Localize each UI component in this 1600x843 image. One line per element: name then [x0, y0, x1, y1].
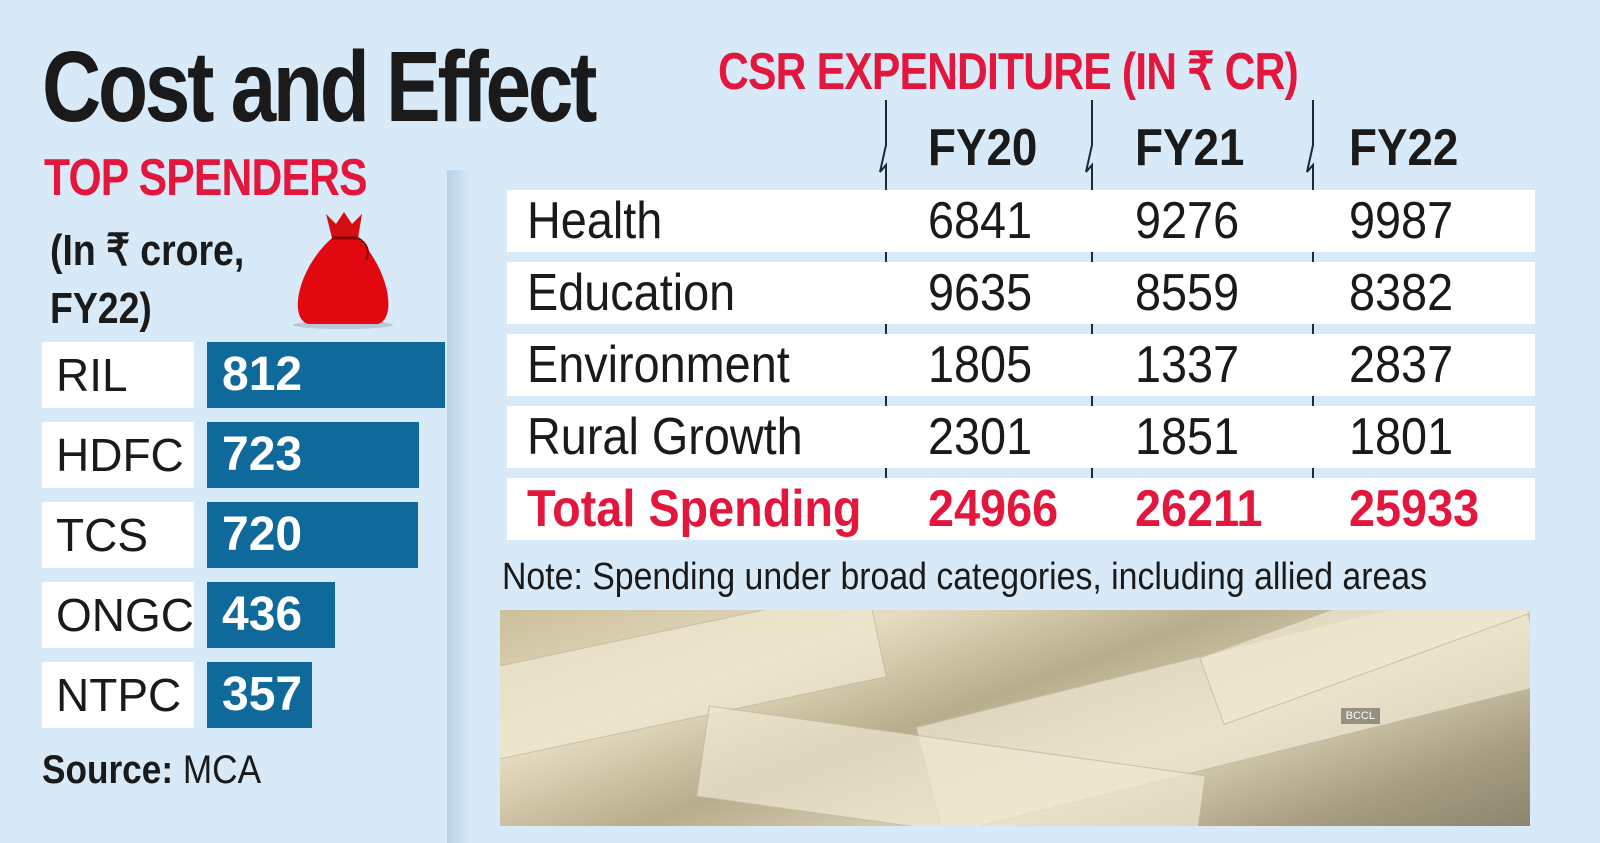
table-row-total: Total Spending 24966 26211 25933 [507, 478, 1535, 540]
panel-divider [447, 170, 471, 843]
table-cell: 8382 [1349, 264, 1454, 322]
table-cell: 26211 [1135, 480, 1263, 538]
bar [207, 582, 335, 648]
source-value: MCA [182, 748, 262, 792]
table-cell: 9276 [1135, 192, 1240, 250]
bar [207, 662, 312, 728]
table-row: Rural Growth 2301 1851 1801 [507, 406, 1535, 468]
bar-category-label: HDFC [42, 422, 194, 488]
column-header-fy20: FY20 [928, 119, 1038, 177]
table-note: Note: Spending under broad categories, i… [502, 556, 1428, 598]
row-label: Environment [527, 336, 790, 394]
bar-value-label: 357 [222, 668, 303, 721]
table-cell: 24966 [928, 480, 1059, 538]
table-cell: 9635 [928, 264, 1033, 322]
bar-category-label: RIL [42, 342, 194, 408]
table-cell: 1801 [1349, 408, 1454, 466]
bar-value-label: 812 [222, 348, 303, 401]
table-row: Environment 1805 1337 2837 [507, 334, 1535, 396]
bar-value-label: 436 [222, 588, 303, 641]
table-cell: 2301 [928, 408, 1033, 466]
currency-notes-photo: BCCL [500, 610, 1530, 826]
table-cell: 2837 [1349, 336, 1454, 394]
unit-line-1: (In ₹ crore, [50, 226, 245, 275]
bar-category-label: ONGC [42, 582, 194, 648]
table-cell: 1337 [1135, 336, 1240, 394]
top-spenders-unit: (In ₹ crore, FY22) [50, 222, 244, 338]
csr-heading: CSR EXPENDITURE (IN ₹ CR) [718, 43, 1299, 101]
row-label: Health [527, 192, 663, 250]
table-cell: 25933 [1349, 480, 1480, 538]
table-row: Education 9635 8559 8382 [507, 262, 1535, 324]
source-line: Source: MCA [42, 748, 261, 793]
bar [207, 342, 445, 408]
table-cell: 8559 [1135, 264, 1240, 322]
table-cell: 6841 [928, 192, 1033, 250]
column-header-fy22: FY22 [1349, 119, 1459, 177]
row-label: Rural Growth [527, 408, 803, 466]
table-cell: 1851 [1135, 408, 1240, 466]
row-label: Total Spending [527, 480, 862, 538]
source-label: Source: [42, 748, 174, 792]
bar-value-label: 723 [222, 428, 303, 481]
row-label: Education [527, 264, 736, 322]
bar [207, 422, 419, 488]
bar-category-label: NTPC [42, 662, 194, 728]
column-header-fy21: FY21 [1135, 119, 1245, 177]
money-bag-icon [293, 212, 393, 329]
unit-line-2: FY22) [50, 284, 152, 333]
watermark: BCCL [1340, 708, 1380, 724]
table-cell: 1805 [928, 336, 1033, 394]
table-row: Health 6841 9276 9987 [507, 190, 1535, 252]
bar [207, 502, 418, 568]
table-cell: 9987 [1349, 192, 1454, 250]
page-title: Cost and Effect [42, 31, 597, 143]
bar-value-label: 720 [222, 508, 303, 561]
bar-category-label: TCS [42, 502, 194, 568]
top-spenders-heading: TOP SPENDERS [44, 149, 368, 207]
